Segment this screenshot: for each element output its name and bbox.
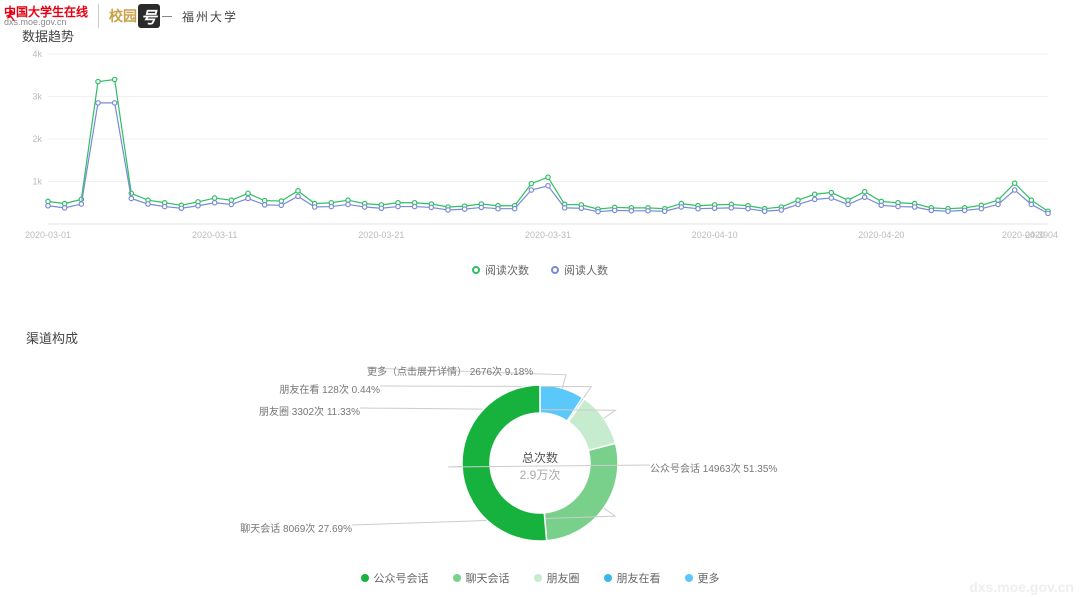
svg-text:3k: 3k [32, 92, 42, 102]
legend-marker [361, 574, 369, 582]
slice-label: 更多（点击展开详情） 2676次 9.18% [367, 363, 533, 378]
logo-xiaohao: 校园 号 [109, 4, 160, 28]
section-title-trend: 数据趋势 [22, 26, 74, 45]
slice-label: 公众号会话 14963次 51.35% [650, 460, 777, 475]
university-name: 福州大学 [182, 8, 238, 25]
svg-text:2020-04-20: 2020-04-20 [858, 230, 904, 240]
legend-item: 更多 [685, 570, 720, 586]
legend-label: 朋友圈 [547, 570, 580, 586]
slice-label: 聊天会话 8069次 27.69% [240, 520, 352, 535]
header-separator [98, 4, 99, 28]
line-chart: 1k 2k 3k 4k 2020-03-01 2020-03-11 2020-03-21 20… [18, 44, 1058, 254]
legend-label: 公众号会话 [374, 570, 429, 586]
section-title-channel: 渠道构成 [26, 328, 78, 347]
legend-label: 聊天会话 [466, 570, 510, 586]
svg-text:2020-03-21: 2020-03-21 [358, 230, 404, 240]
svg-text:1k: 1k [32, 177, 42, 187]
slice-label: 朋友在看 128次 0.44% [279, 381, 380, 396]
watermark: dxs.moe.gov.cn [969, 579, 1074, 595]
donut-center-title: 总次数 [480, 449, 600, 466]
legend-label: 更多 [698, 570, 720, 586]
legend-label: 朋友在看 [617, 570, 661, 586]
legend-line: 阅读次数 阅读人数 [0, 262, 1080, 278]
svg-text:2020-04-10: 2020-04-10 [692, 230, 738, 240]
legend-item: 阅读人数 [551, 262, 608, 278]
xiaohao-num: 号 [138, 4, 160, 28]
legend-item: 朋友圈 [534, 570, 580, 586]
legend-item: 公众号会话 [361, 570, 429, 586]
svg-text:2020-03-11: 2020-03-11 [192, 230, 237, 240]
xiaohao-text: 校园 [109, 6, 137, 26]
legend-marker [472, 266, 480, 274]
donut-center: 总次数 2.9万次 [480, 449, 600, 483]
legend-marker [685, 574, 693, 582]
legend-item: 朋友在看 [604, 570, 661, 586]
slice-label: 朋友圈 3302次 11.33% [259, 403, 360, 418]
legend-marker [534, 574, 542, 582]
logo-dxs: 中国大学生在线 dxs.moe.gov.cn [4, 6, 88, 27]
legend-marker [551, 266, 559, 274]
legend-item: 聊天会话 [453, 570, 510, 586]
svg-text:2020-03-01: 2020-03-01 [25, 230, 71, 240]
legend-marker [604, 574, 612, 582]
svg-text:2k: 2k [32, 134, 42, 144]
legend-label: 阅读次数 [485, 262, 529, 278]
runner-icon [4, 9, 18, 23]
svg-text:2020-03-31: 2020-03-31 [525, 230, 571, 240]
legend-donut: 公众号会话 聊天会话 朋友圈 朋友在看 更多 [0, 570, 1080, 586]
svg-text:2020-04-30: 2020-04-30 [1002, 230, 1048, 240]
header: 中国大学生在线 dxs.moe.gov.cn 校园 号 福州大学 [4, 4, 238, 28]
legend-label: 阅读人数 [564, 262, 608, 278]
donut-center-value: 2.9万次 [480, 466, 600, 483]
legend-marker [453, 574, 461, 582]
svg-text:4k: 4k [32, 49, 42, 59]
legend-item: 阅读次数 [472, 262, 529, 278]
